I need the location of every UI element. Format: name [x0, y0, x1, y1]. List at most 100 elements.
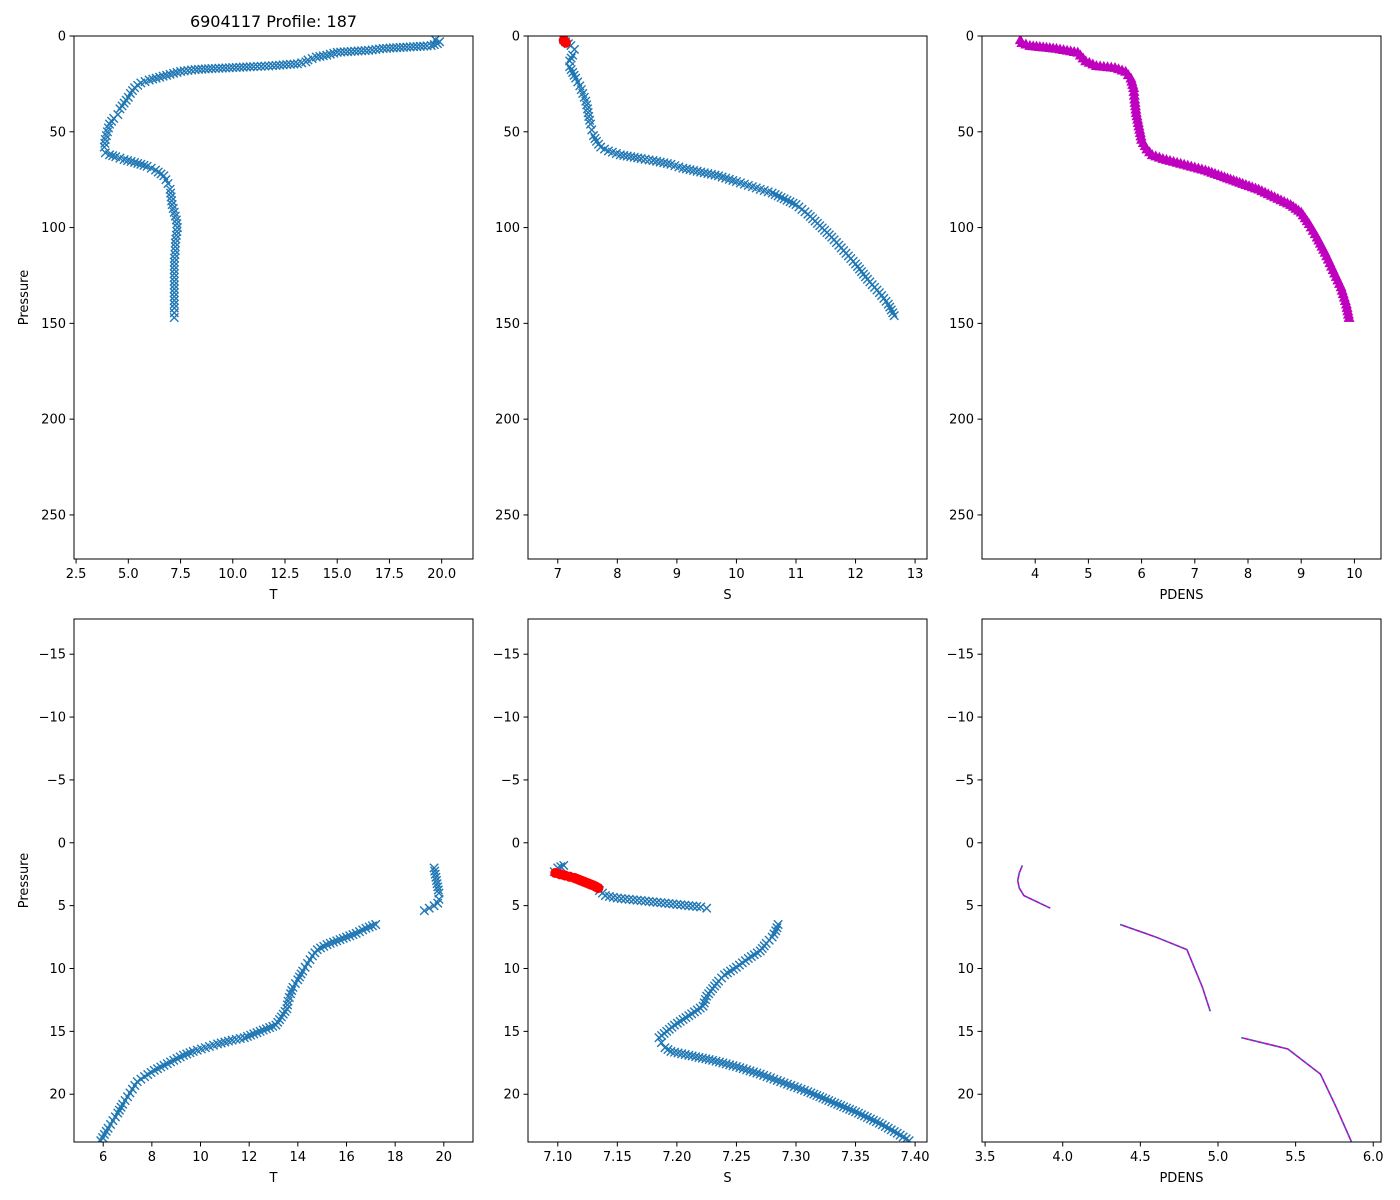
- marker-sal_zoom-0-32: [707, 1055, 718, 1065]
- marker-fill-temp_full-0-14-4: [235, 62, 245, 72]
- marker-fill-temp_full-0-12-1: [289, 59, 299, 69]
- marker-fill-temp_full-0-15-1: [224, 63, 234, 73]
- y-tick-label-sal_zoom-5: 10: [503, 962, 520, 977]
- y-axis-label-temp_zoom: Pressure: [17, 853, 32, 909]
- marker-fill-temp_full-0-2-1: [429, 39, 440, 50]
- x-tick-label-temp_zoom-1: 8: [148, 1150, 156, 1165]
- x-tick-label-pdens_full-2: 6: [1137, 567, 1145, 582]
- marker-sal_zoom-0-38: [850, 1107, 861, 1117]
- series-sal_zoom-1: [550, 867, 604, 894]
- marker-fill-sal_zoom-0-33-6: [752, 1068, 762, 1078]
- marker-fill-sal_zoom-0-36-7: [824, 1095, 834, 1106]
- marker-fill-temp_zoom-0-25-1: [268, 1021, 278, 1032]
- marker-fill-sal_full-0-31-3: [776, 192, 786, 203]
- y-tick-label-sal_full-3: 150: [495, 317, 520, 332]
- marker-fill-sal_full-0-25-3: [688, 165, 699, 176]
- marker-fill-sal_full-0-13-1: [583, 107, 593, 118]
- marker-fill-temp_full-0-47-1: [172, 219, 182, 229]
- marker-fill-sal_zoom-0-5-1: [616, 893, 626, 904]
- marker-temp_zoom-0-8: [424, 903, 434, 913]
- marker-fill-temp_full-0-13-1: [264, 61, 274, 71]
- marker-fill-sal_zoom-0-32-3: [718, 1058, 728, 1068]
- marker-fill-temp_zoom-0-14-2: [325, 938, 335, 949]
- marker-fill-temp_full-0-54-1: [169, 284, 179, 294]
- x-tick-label-pdens_full-1: 5: [1084, 567, 1092, 582]
- marker-sal_full-0-23: [648, 155, 658, 166]
- marker-fill-sal_zoom-0-38-5: [865, 1114, 876, 1124]
- y-tick-label-sal_zoom-1: −10: [493, 711, 520, 726]
- marker-fill-temp_zoom-0-39-1: [116, 1102, 126, 1112]
- marker-fill-sal_full-0-32-1: [782, 195, 792, 205]
- marker-fill-sal_zoom-0-5-2: [620, 894, 630, 904]
- x-tick-label-temp_full-4: 12.5: [271, 567, 300, 582]
- marker-fill-sal_full-0-26-3: [706, 169, 717, 180]
- x-tick-label-sal_full-2: 9: [673, 567, 681, 582]
- y-tick-label-pdens_zoom-6: 15: [957, 1025, 974, 1040]
- marker-fill-temp_zoom-0-13-2: [335, 934, 345, 945]
- x-tick-label-temp_full-2: 7.5: [170, 567, 191, 582]
- y-tick-label-sal_zoom-4: 5: [512, 899, 520, 914]
- marker-fill-temp_full-0-12-2: [285, 59, 296, 70]
- y-tick-label-pdens_full-3: 150: [949, 317, 974, 332]
- x-tick-label-sal_full-5: 12: [847, 567, 864, 582]
- marker-fill-temp_zoom-0-25-4: [258, 1025, 268, 1035]
- marker-temp_full-0-13: [267, 60, 278, 71]
- marker-fill-sal_zoom-0-36-3: [812, 1090, 822, 1101]
- marker-fill-temp_zoom-0-27-2: [220, 1037, 230, 1047]
- x-tick-label-pdens_zoom-2: 4.5: [1130, 1150, 1151, 1165]
- y-tick-label-sal_zoom-2: −5: [501, 773, 520, 788]
- marker-fill-temp_zoom-0-10-1: [367, 921, 378, 931]
- marker-temp_full-0-15: [228, 62, 238, 73]
- marker-fill-sal_zoom-0-31-6: [704, 1054, 714, 1065]
- marker-fill-temp_full-0-32-1: [100, 138, 110, 148]
- marker-sal_zoom-0-30: [666, 1046, 676, 1057]
- marker-fill-temp_full-0-43-1: [165, 188, 176, 198]
- marker-fill-sal_full-0-22-2: [644, 155, 654, 165]
- plot-area-temp_zoom: [96, 863, 444, 1142]
- marker-fill-sal_zoom-0-9-2: [668, 899, 678, 909]
- marker-fill-temp_full-0-12-5: [274, 60, 285, 70]
- y-tick-label-temp_zoom-6: 15: [49, 1025, 66, 1040]
- marker-fill-temp_full-0-50-1: [170, 242, 181, 252]
- marker-fill-sal_zoom-0-24-2: [699, 998, 709, 1008]
- marker-temp_full-0-43: [165, 184, 175, 194]
- y-tick-label-temp_zoom-1: −10: [39, 711, 66, 726]
- marker-temp_zoom-0-9: [419, 905, 430, 916]
- marker-fill-sal_zoom-0-11-1: [688, 901, 698, 911]
- line-overlay-pdens_zoom-0: [1017, 865, 1051, 909]
- marker-fill-sal_zoom-0-33-1: [735, 1062, 745, 1073]
- marker-fill-sal_zoom-0-6-1: [628, 895, 638, 905]
- marker-fill-temp_full-0-13-3: [256, 61, 266, 71]
- marker-fill-temp_zoom-0-19-2: [294, 972, 305, 982]
- series-temp_full-0: [99, 36, 445, 323]
- marker-temp_full-0-54: [169, 280, 179, 290]
- marker-sal_full-0-13: [582, 104, 593, 114]
- y-axis-label-temp_full: Pressure: [17, 270, 32, 326]
- chart-title-temp_full: 6904117 Profile: 187: [190, 12, 357, 31]
- marker-temp_zoom-0-23: [283, 996, 293, 1006]
- y-tick-label-sal_full-0: 0: [512, 30, 520, 45]
- marker-fill-temp_full-0-7-1: [329, 48, 339, 58]
- marker-temp_full-0-55: [169, 291, 179, 302]
- marker-sal_full-0-16: [587, 125, 597, 135]
- marker-sal_full-0-15: [585, 119, 596, 129]
- marker-fill-temp_zoom-0-10-2: [364, 922, 374, 932]
- marker-temp_full-0-37: [119, 154, 129, 165]
- marker-temp_full-0-50: [170, 238, 181, 248]
- x-tick-label-pdens_zoom-1: 4.0: [1052, 1150, 1073, 1165]
- series-pdens_zoom-0: [1016, 865, 1051, 909]
- axes-frame-temp_zoom: [73, 618, 474, 1143]
- x-tick-label-pdens_zoom-0: 3.5: [975, 1150, 996, 1165]
- x-tick-label-temp_full-3: 10.0: [218, 567, 247, 582]
- marker-fill-temp_zoom-0-25-6: [252, 1027, 262, 1038]
- x-tick-label-pdens_zoom-5: 6.0: [1363, 1150, 1384, 1165]
- marker-fill-sal_full-0-25-1: [681, 164, 692, 174]
- x-tick-label-sal_zoom-6: 7.40: [901, 1150, 930, 1165]
- y-tick-label-sal_full-1: 50: [503, 125, 520, 140]
- y-tick-label-temp_full-5: 250: [41, 508, 66, 523]
- marker-sal_zoom-0-41: [904, 1136, 914, 1142]
- y-tick-label-pdens_full-0: 0: [966, 30, 974, 45]
- y-tick-label-temp_full-2: 100: [41, 221, 66, 236]
- marker-temp_zoom-0-21: [288, 982, 298, 993]
- marker-fill-sal_zoom-0-30-1: [669, 1047, 680, 1057]
